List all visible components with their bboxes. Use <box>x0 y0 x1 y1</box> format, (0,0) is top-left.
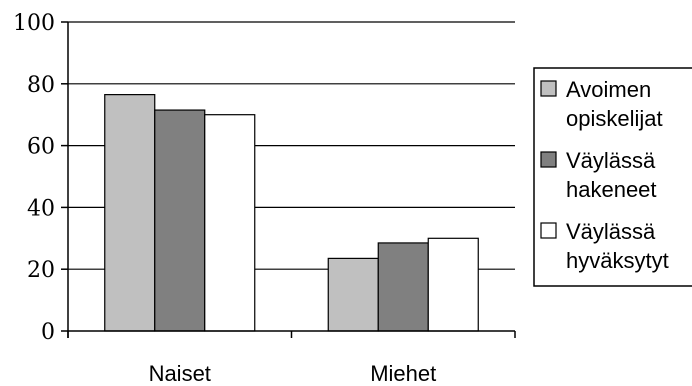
legend-label-2-line-1: Väylässä <box>566 148 656 173</box>
bar-naiset-series-3 <box>204 114 256 332</box>
legend-label-3-line-2: hyväksytyt <box>566 248 669 273</box>
x-axis-labels: Naiset Miehet <box>149 361 437 386</box>
y-tick-label-0: 0 <box>41 320 55 345</box>
bar-naiset-series-1 <box>104 94 156 332</box>
axes <box>67 22 516 338</box>
legend-label-1-line-2: opiskelijat <box>566 106 663 131</box>
bar-miehet-series-2 <box>377 242 429 332</box>
legend-swatch-1 <box>540 80 557 97</box>
y-tick-label-20: 20 <box>27 258 55 283</box>
x-tick-label-naiset: Naiset <box>149 361 211 386</box>
legend-label-2-line-2: hakeneet <box>566 177 657 202</box>
legend-box <box>533 67 692 287</box>
legend-swatch-3 <box>540 222 557 239</box>
x-tick-label-miehet: Miehet <box>370 361 436 386</box>
bars <box>104 94 479 332</box>
legend: Avoimen opiskelijat Väylässä hakeneet Väyläs… <box>533 67 692 287</box>
legend-label-3-line-1: Väylässä <box>566 219 656 244</box>
y-tick-label-100: 100 <box>13 11 55 36</box>
y-tick-label-60: 60 <box>27 135 55 160</box>
bar-miehet-series-1 <box>327 257 379 332</box>
bar-naiset-series-2 <box>154 109 206 332</box>
legend-swatch-2 <box>540 151 557 168</box>
y-tick-label-80: 80 <box>27 73 55 98</box>
legend-label-1-line-1: Avoimen <box>566 77 651 102</box>
bar-miehet-series-3 <box>427 237 479 332</box>
y-axis-ticks: 0 20 40 60 80 100 <box>13 11 68 345</box>
y-tick-label-40: 40 <box>27 196 55 221</box>
